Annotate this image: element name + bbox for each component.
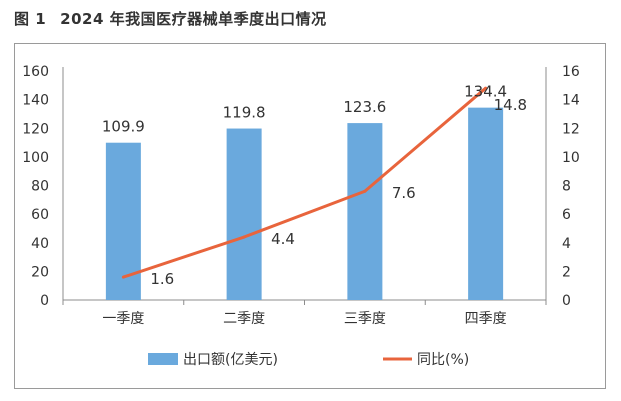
bar-data-label: 119.8 bbox=[223, 104, 266, 122]
bar bbox=[468, 107, 504, 300]
line-series bbox=[121, 86, 488, 279]
y-right-tick-label: 2 bbox=[562, 264, 571, 280]
y-left-tick-label: 80 bbox=[31, 179, 49, 195]
y-left-tick-label: 100 bbox=[22, 150, 49, 166]
x-category-label: 四季度 bbox=[465, 311, 507, 327]
y-left-tick-label: 60 bbox=[31, 207, 49, 223]
chart-legend: 出口额(亿美元) 同比(%) bbox=[148, 352, 469, 368]
y-left-tick-label: 140 bbox=[22, 93, 49, 109]
bar-data-label: 109.9 bbox=[102, 118, 145, 136]
line-point bbox=[363, 189, 367, 193]
y-right-tick-label: 10 bbox=[562, 150, 580, 166]
y-left-tick-label: 160 bbox=[22, 64, 49, 80]
bar-series bbox=[105, 107, 504, 300]
y-right-tick-label: 0 bbox=[562, 293, 571, 309]
chart-frame bbox=[14, 43, 606, 389]
legend-label-line: 同比(%) bbox=[417, 352, 469, 368]
figure-title-text: 2024 年我国医疗器械单季度出口情况 bbox=[60, 10, 327, 28]
y-right-tick-label: 12 bbox=[562, 121, 580, 137]
line-point bbox=[242, 235, 246, 239]
bar bbox=[347, 123, 383, 300]
y-right-tick-label: 14 bbox=[562, 93, 580, 109]
bar-data-label: 134.4 bbox=[464, 83, 507, 101]
y-right-tick-label: 6 bbox=[562, 207, 571, 223]
line-point bbox=[484, 86, 488, 90]
line-growth bbox=[122, 87, 487, 279]
bar-data-label: 123.6 bbox=[343, 98, 386, 116]
y-left-tick-label: 0 bbox=[40, 293, 49, 309]
x-category-label: 三季度 bbox=[344, 311, 386, 327]
line-data-label: 4.4 bbox=[271, 230, 295, 248]
x-category-label: 一季度 bbox=[102, 311, 144, 327]
bar bbox=[226, 128, 262, 300]
y-left-tick-label: 20 bbox=[31, 264, 49, 280]
y-right-tick-label: 8 bbox=[562, 179, 571, 195]
line-data-label: 7.6 bbox=[392, 184, 416, 202]
legend-label-bar: 出口额(亿美元) bbox=[183, 352, 278, 368]
line-point bbox=[121, 275, 125, 279]
figure-title: 图 1 2024 年我国医疗器械单季度出口情况 bbox=[14, 8, 327, 29]
line-data-label: 14.8 bbox=[494, 96, 527, 114]
x-category-label: 二季度 bbox=[223, 311, 265, 327]
legend-swatch-bar bbox=[148, 353, 178, 365]
y-left-tick-label: 120 bbox=[22, 121, 49, 137]
figure-number: 图 1 bbox=[14, 10, 47, 28]
y-right-tick-label: 4 bbox=[562, 236, 571, 252]
data-labels: 109.9 119.8 123.6 134.4 1.6 4.4 7.6 14.8 bbox=[102, 83, 527, 288]
y-left-tick-label: 40 bbox=[31, 236, 49, 252]
y-right-tick-label: 16 bbox=[562, 64, 580, 80]
chart-axes: 0 20 40 60 80 100 120 140 160 0 2 4 6 8 10 12 14 16 一季度 二季度… bbox=[22, 64, 580, 327]
line-data-label: 1.6 bbox=[150, 270, 174, 288]
